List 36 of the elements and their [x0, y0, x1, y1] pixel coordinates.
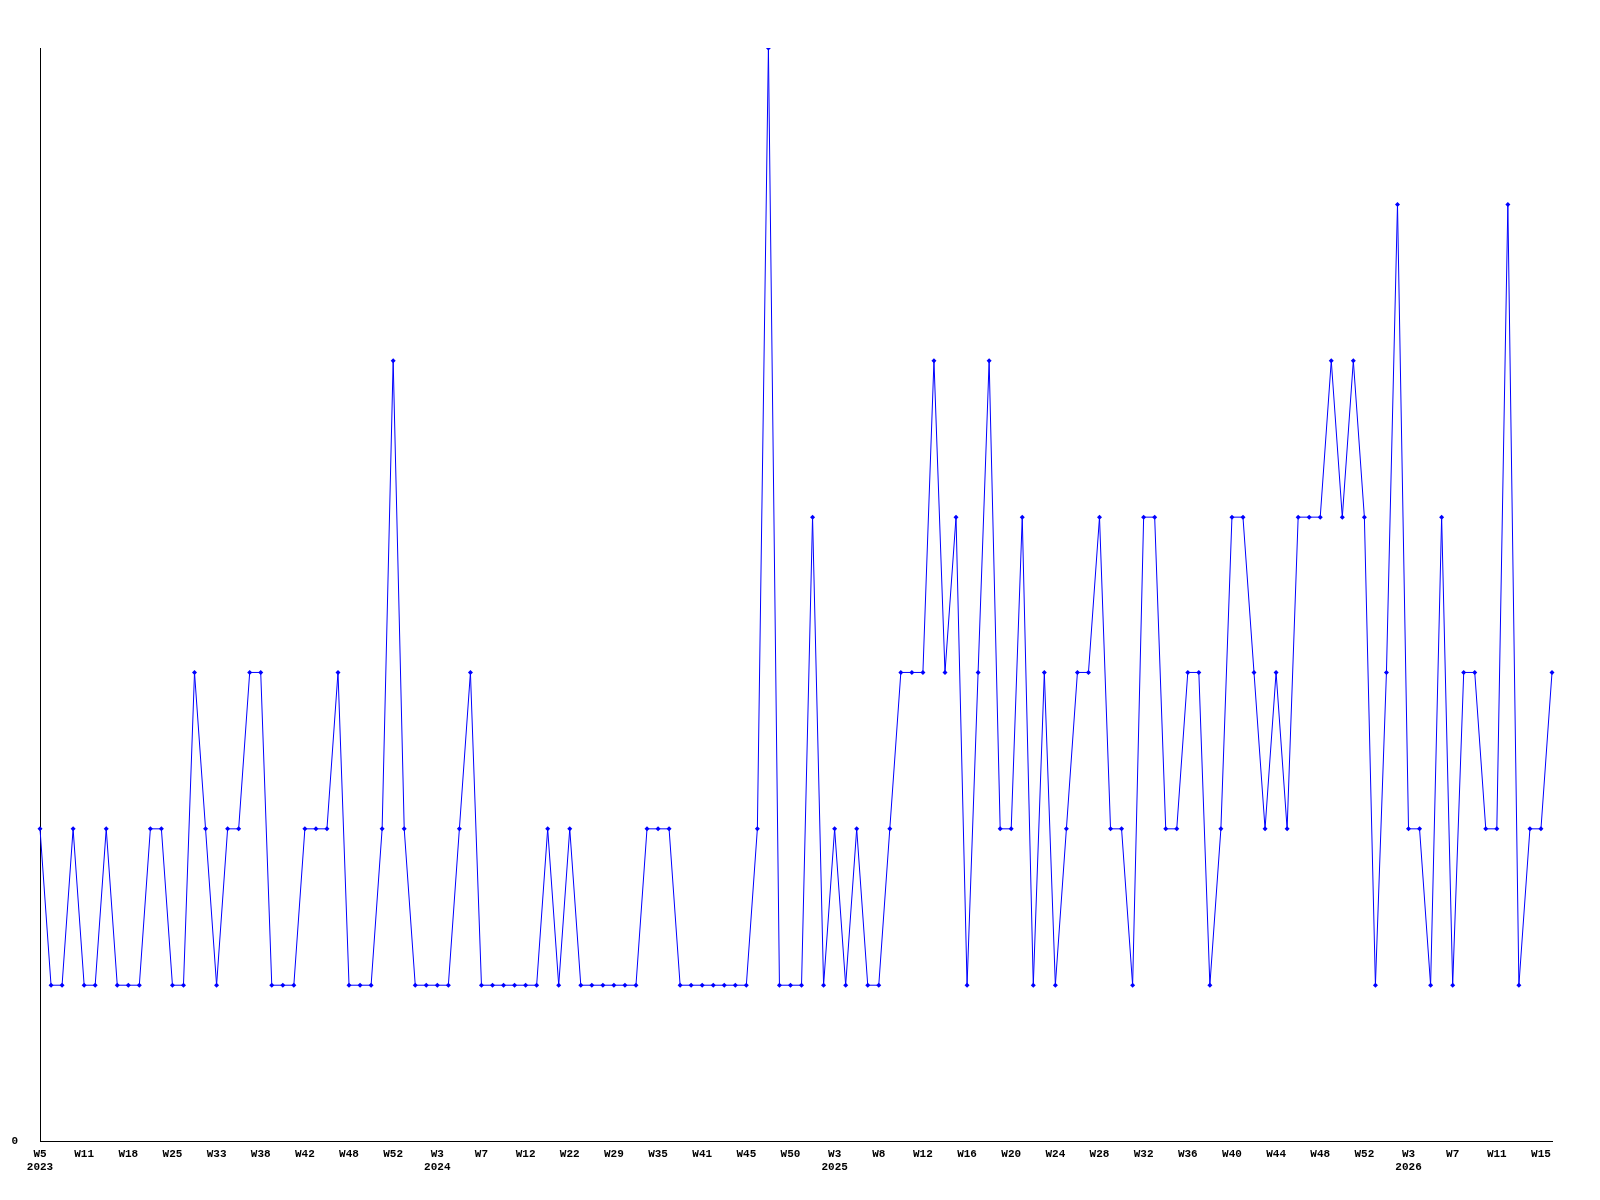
x-tick-label: W32: [1133, 1147, 1154, 1160]
text: 0: [11, 1135, 18, 1148]
x-tick-label: W3 2026: [1395, 1147, 1422, 1174]
x-tick-label: W29: [603, 1147, 624, 1160]
x-tick-label: W25: [162, 1147, 183, 1160]
x-tick-label: W33: [206, 1147, 227, 1160]
x-tick-label: W12: [515, 1147, 536, 1160]
x-tick-label: W12: [913, 1147, 933, 1160]
x-tick-label: W3 2025: [821, 1147, 849, 1174]
x-tick-label: W15: [1531, 1147, 1552, 1160]
x-tick-label: W24: [1045, 1147, 1066, 1160]
x-tick-label: W36: [1177, 1147, 1198, 1160]
x-tick-label: W48: [339, 1147, 360, 1160]
x-tick-label: W11: [74, 1147, 95, 1160]
x-tick-label: W52: [1354, 1147, 1375, 1160]
x-tick-label: W38: [250, 1147, 272, 1160]
x-tick-label: W5 2023: [26, 1147, 54, 1174]
x-tick-label: W35: [648, 1147, 669, 1160]
x-tick-label: W3 2024: [424, 1147, 451, 1174]
x-tick-label: W22: [559, 1147, 580, 1160]
x-tick-label: W8: [872, 1147, 886, 1160]
x-tick-label: W42: [294, 1147, 315, 1160]
x-tick-label: W7: [1446, 1147, 1460, 1160]
x-tick-label: W11: [1486, 1147, 1508, 1160]
x-tick-label: W40: [1222, 1147, 1242, 1160]
x-tick-label: W52: [383, 1147, 404, 1160]
x-tick-label: W20: [1001, 1147, 1022, 1160]
x-tick-label: W16: [957, 1147, 977, 1160]
x-tick-label: W41: [692, 1147, 713, 1160]
x-tick-label: W50: [780, 1147, 801, 1160]
x-tick-label: W18: [118, 1147, 139, 1160]
x-tick-label: W48: [1310, 1147, 1331, 1160]
x-tick-label: W7: [474, 1147, 489, 1160]
x-tick-label: W44: [1266, 1147, 1287, 1160]
x-tick-label: W45: [736, 1147, 757, 1160]
x-tick-label: W28: [1089, 1147, 1110, 1160]
